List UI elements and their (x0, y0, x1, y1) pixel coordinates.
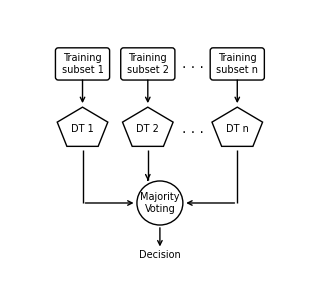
Polygon shape (57, 107, 108, 146)
Text: DT 1: DT 1 (71, 124, 94, 134)
Text: . . .: . . . (182, 57, 203, 71)
Polygon shape (123, 107, 173, 146)
Text: Training
subset 1: Training subset 1 (61, 53, 104, 75)
Text: DT n: DT n (226, 124, 249, 134)
Text: Training
subset 2: Training subset 2 (127, 53, 169, 75)
Polygon shape (212, 107, 263, 146)
Text: DT 2: DT 2 (136, 124, 159, 134)
Text: Training
subset n: Training subset n (216, 53, 258, 75)
FancyBboxPatch shape (56, 48, 110, 80)
Text: . . .: . . . (182, 122, 203, 136)
Text: Majority
Voting: Majority Voting (140, 192, 180, 214)
FancyBboxPatch shape (121, 48, 175, 80)
Text: Decision: Decision (139, 250, 181, 260)
Circle shape (137, 181, 183, 225)
FancyBboxPatch shape (210, 48, 264, 80)
